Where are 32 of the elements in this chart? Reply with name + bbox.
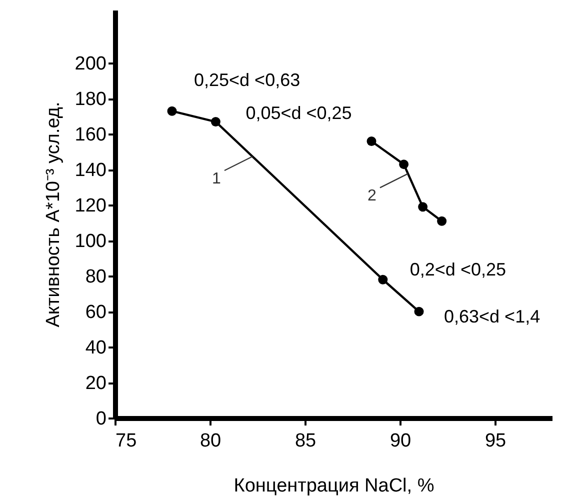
y-tick-label: 0 [96, 408, 106, 430]
y-tick-label: 20 [85, 373, 106, 394]
point [366, 136, 376, 146]
annotation: 0,2<d <0,25 [410, 260, 506, 280]
point [414, 306, 424, 316]
annotation: 0,63<d <1,4 [444, 306, 540, 327]
y-tick-label: 40 [85, 338, 106, 359]
x-tick-label: 75 [116, 430, 137, 452]
annotation: 0,05<d <0,25 [246, 102, 352, 123]
point [437, 216, 447, 226]
point [418, 202, 428, 212]
y-tick-label: 160 [74, 124, 106, 146]
y-tick-label: 140 [74, 160, 106, 182]
x-tick-label: 95 [484, 430, 506, 452]
y-tick-label: 100 [74, 231, 106, 252]
y-axis-title: Активность A*10⁻³ усл.ед. [42, 102, 64, 328]
series-label: 2 [368, 188, 377, 205]
y-tick-label: 180 [74, 89, 106, 110]
series-label: 1 [212, 170, 222, 188]
point [378, 274, 388, 284]
point [399, 160, 409, 170]
annotation: 0,25<d <0,63 [194, 70, 300, 90]
x-tick-label: 85 [294, 430, 316, 452]
x-tick-label: 90 [390, 430, 412, 452]
point [167, 106, 177, 116]
y-tick-label: 120 [74, 196, 106, 217]
y-tick-label: 80 [85, 266, 106, 288]
point [210, 117, 220, 126]
y-tick-label: 60 [85, 302, 106, 324]
y-tick-label: 200 [74, 54, 106, 75]
x-axis-title: Концентрация NaCl, % [234, 476, 434, 496]
x-tick-label: 80 [200, 430, 222, 452]
